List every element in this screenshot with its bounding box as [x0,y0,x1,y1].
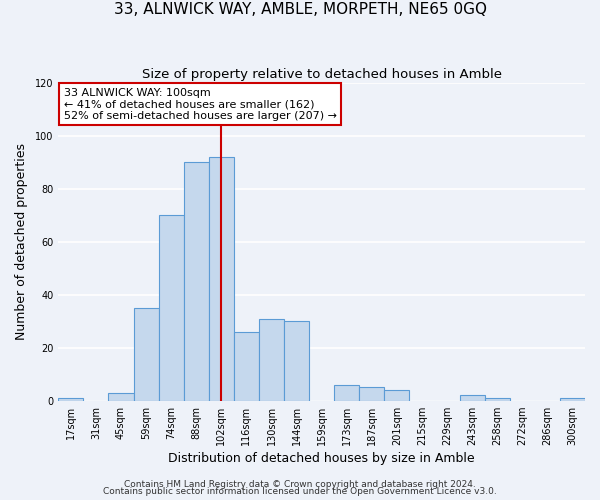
Bar [560,398,585,400]
Bar [109,393,134,400]
Bar [158,216,184,400]
Bar [284,322,309,400]
Bar [385,390,409,400]
Bar [234,332,259,400]
Bar [334,385,359,400]
Bar [58,398,83,400]
Text: 33 ALNWICK WAY: 100sqm
← 41% of detached houses are smaller (162)
52% of semi-de: 33 ALNWICK WAY: 100sqm ← 41% of detached… [64,88,337,121]
Bar [359,388,385,400]
Title: Size of property relative to detached houses in Amble: Size of property relative to detached ho… [142,68,502,80]
Y-axis label: Number of detached properties: Number of detached properties [15,144,28,340]
Bar [134,308,158,400]
Text: Contains public sector information licensed under the Open Government Licence v3: Contains public sector information licen… [103,487,497,496]
Bar [209,157,234,400]
Bar [259,318,284,400]
Text: Contains HM Land Registry data © Crown copyright and database right 2024.: Contains HM Land Registry data © Crown c… [124,480,476,489]
Text: 33, ALNWICK WAY, AMBLE, MORPETH, NE65 0GQ: 33, ALNWICK WAY, AMBLE, MORPETH, NE65 0G… [113,2,487,18]
X-axis label: Distribution of detached houses by size in Amble: Distribution of detached houses by size … [169,452,475,465]
Bar [184,162,209,400]
Bar [460,396,485,400]
Bar [485,398,510,400]
